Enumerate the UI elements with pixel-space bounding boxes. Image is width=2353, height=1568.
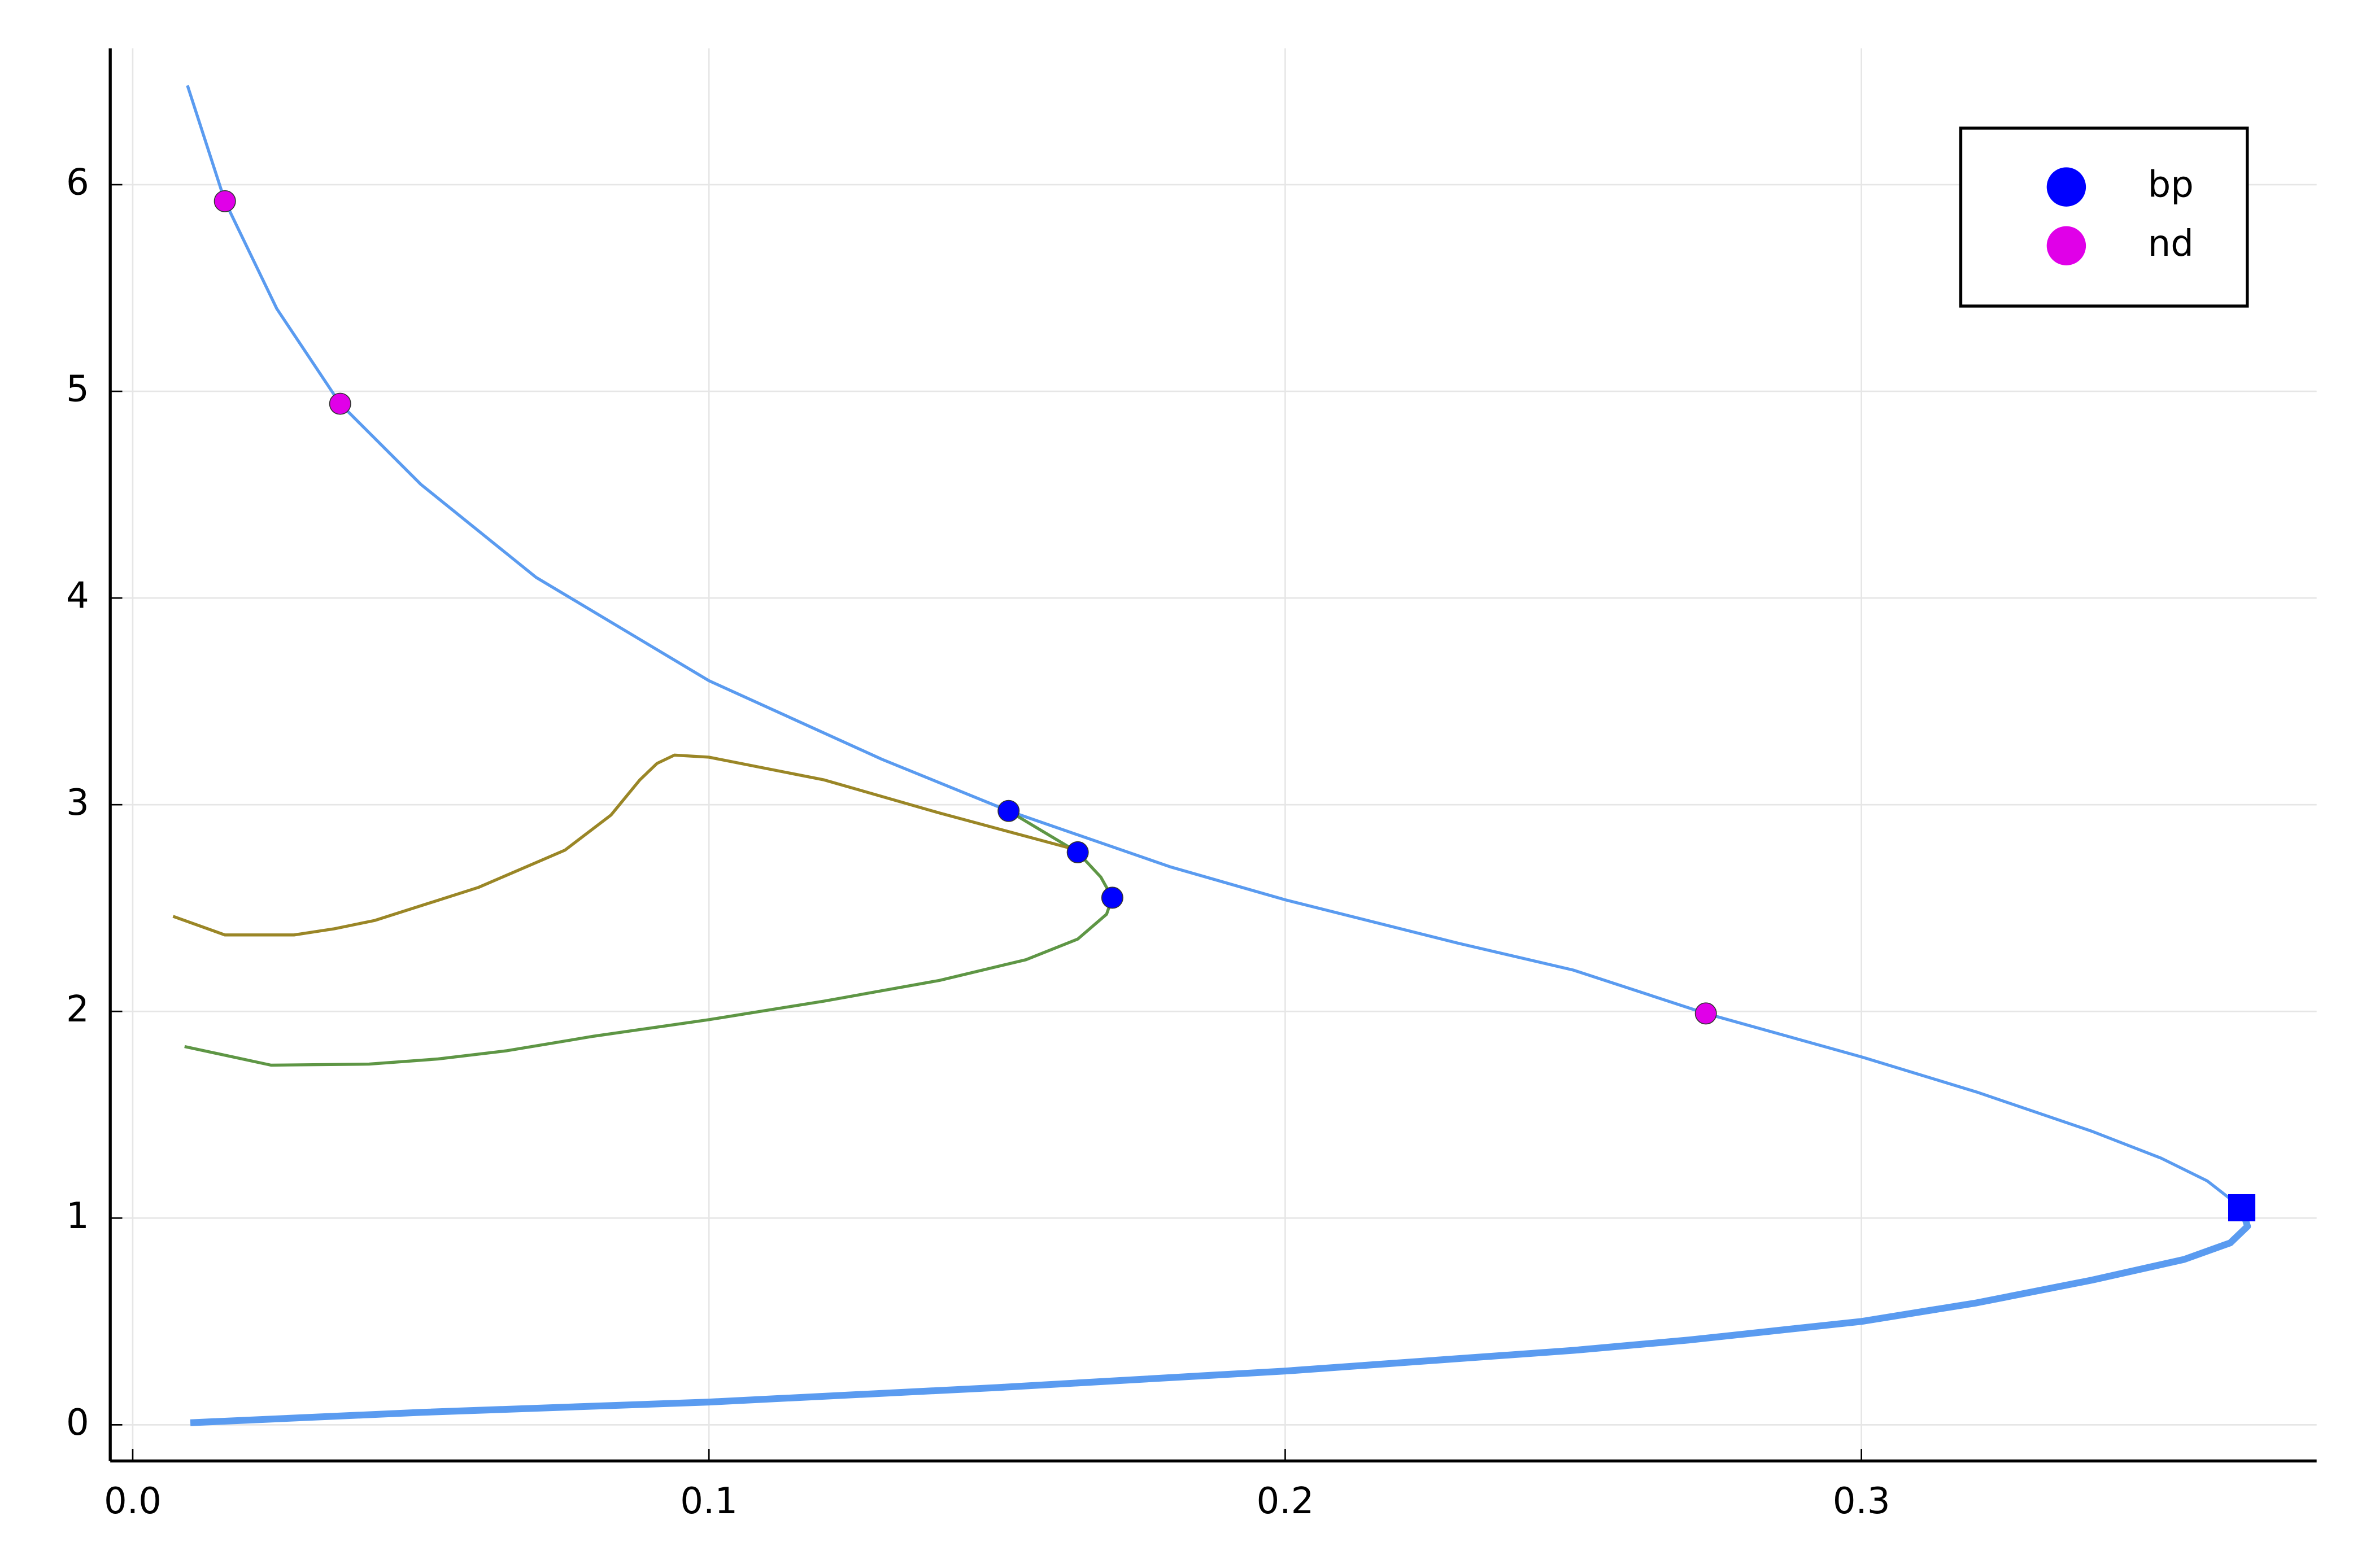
y-tick-label: 4 [66,575,89,617]
marker [1066,841,1089,863]
x-tick-label: 0.2 [1256,1480,1314,1522]
y-tick-label: 2 [66,989,89,1030]
marker [2228,1194,2256,1222]
y-tick-label: 3 [66,782,89,824]
x-tick-label: 0.1 [680,1480,738,1522]
line [190,1207,2251,1426]
marker [997,800,1020,822]
legend-label: nd [2148,223,2194,265]
line [172,753,1078,937]
line [184,809,1114,1067]
line [186,85,2243,1209]
y-tick-label: 6 [66,162,89,204]
legend-label: bp [2148,164,2194,206]
y-tick-label: 0 [66,1402,89,1444]
marker [213,190,236,212]
marker [1101,886,1123,909]
x-tick-label: 0.3 [1833,1480,1890,1522]
y-tick-label: 5 [66,369,89,410]
legend-box [1959,126,2249,308]
legend-marker [2046,226,2086,265]
y-tick-label: 1 [66,1195,89,1237]
marker [329,392,351,415]
legend-marker [2046,167,2086,207]
x-tick-label: 0.0 [104,1480,162,1522]
marker [1694,1002,1717,1025]
